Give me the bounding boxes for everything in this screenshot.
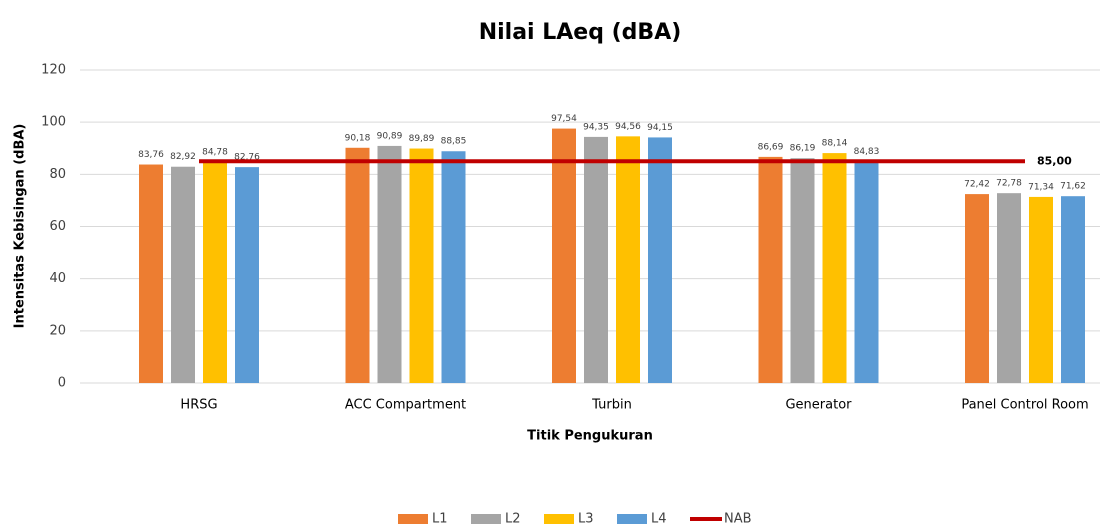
- legend-swatch: [398, 514, 428, 524]
- bar: [345, 147, 370, 383]
- bar: [235, 167, 259, 383]
- legend-label: NAB: [724, 512, 752, 527]
- bar: [822, 153, 847, 383]
- legend-label: L4: [651, 512, 667, 527]
- legend-swatch: [471, 514, 501, 524]
- x-axis-label: Titik Pengukuran: [527, 429, 653, 444]
- x-tick-label: Generator: [785, 398, 852, 413]
- data-label: 94,35: [583, 122, 609, 132]
- bar: [203, 161, 227, 383]
- data-label: 86,69: [758, 142, 784, 152]
- bar: [409, 148, 434, 383]
- bar: [552, 128, 576, 383]
- bar: [965, 194, 989, 383]
- data-label: 82,92: [170, 152, 196, 162]
- data-label: 90,89: [377, 131, 403, 141]
- x-tick-label: Panel Control Room: [961, 398, 1088, 413]
- legend-label: L1: [432, 512, 448, 527]
- legend-label: L2: [505, 512, 521, 527]
- bar: [377, 145, 402, 383]
- y-tick-label: 100: [41, 115, 66, 130]
- data-label: 83,76: [138, 150, 164, 160]
- y-tick-label: 120: [41, 63, 66, 78]
- data-label: 84,83: [854, 147, 880, 157]
- data-label: 72,78: [996, 179, 1022, 189]
- x-tick-label: HRSG: [180, 398, 217, 413]
- data-label: 72,42: [964, 180, 990, 190]
- data-label: 71,34: [1028, 182, 1054, 192]
- data-label: 94,56: [615, 122, 641, 132]
- data-label: 89,89: [409, 134, 435, 144]
- data-label: 85,00: [1037, 154, 1072, 167]
- bar: [171, 166, 195, 383]
- legend-swatch: [617, 514, 647, 524]
- data-label: 88,14: [822, 139, 848, 149]
- y-tick-label: 80: [49, 167, 66, 182]
- y-axis-label: Intensitas Kebisingan (dBA): [13, 124, 28, 329]
- bar: [139, 164, 163, 383]
- bar: [441, 151, 466, 383]
- y-tick-label: 60: [49, 219, 66, 234]
- data-label: 84,78: [202, 147, 228, 157]
- data-label: 97,54: [551, 114, 577, 124]
- bar: [758, 156, 783, 383]
- x-tick-label: Turbin: [591, 398, 632, 413]
- bar: [997, 193, 1021, 383]
- chart-title: Nilai LAeq (dBA): [479, 20, 682, 45]
- legend-label: L3: [578, 512, 594, 527]
- bar: [1061, 196, 1085, 383]
- bar: [648, 137, 672, 383]
- data-label: 71,62: [1060, 182, 1086, 192]
- data-label: 86,19: [790, 144, 816, 154]
- data-label: 94,15: [647, 123, 673, 133]
- y-tick-label: 0: [58, 376, 66, 391]
- data-label: 88,85: [441, 137, 467, 147]
- x-tick-label: ACC Compartment: [345, 398, 466, 413]
- data-label: 90,18: [345, 133, 371, 143]
- bar: [616, 136, 640, 383]
- bar: [1029, 196, 1053, 383]
- bar: [790, 158, 815, 383]
- data-label: 82,76: [234, 153, 260, 163]
- legend-swatch: [544, 514, 574, 524]
- bar: [854, 161, 879, 383]
- bar: [584, 136, 608, 383]
- y-tick-label: 40: [49, 271, 66, 286]
- y-tick-label: 20: [49, 323, 66, 338]
